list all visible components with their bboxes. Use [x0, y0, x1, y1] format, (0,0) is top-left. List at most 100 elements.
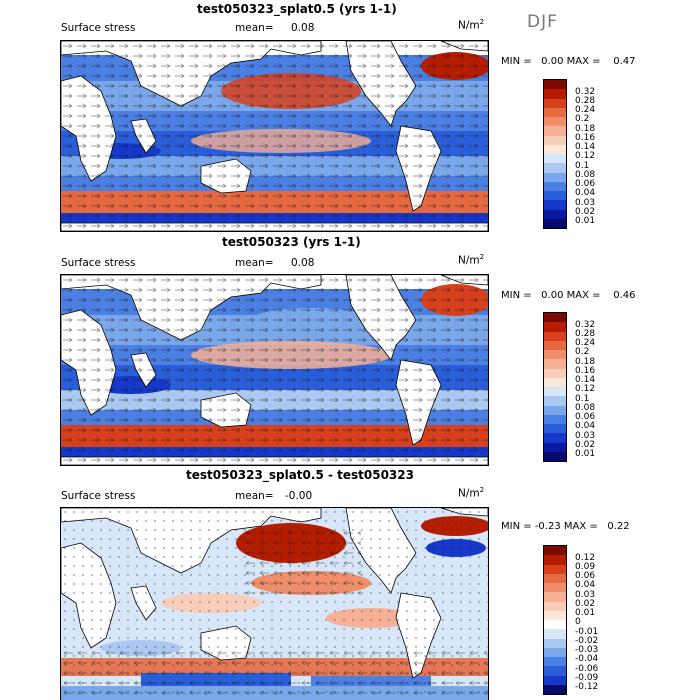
panel-1-map [60, 40, 489, 232]
colorbar-level-label: 0.14 [575, 375, 596, 386]
panel-2-map [60, 274, 489, 466]
colorbar-swatch [544, 172, 566, 182]
colorbar-swatch [544, 218, 566, 228]
panel-3-units: N/m2 [458, 486, 485, 500]
colorbar-level-label: 0.03 [575, 197, 596, 208]
colorbar-level-label: 0.1 [575, 393, 590, 404]
colorbar-swatch [544, 331, 566, 341]
colorbar-swatch [544, 135, 566, 145]
panel-1-colorbar-labels: 0.32 0.28 0.24 0.2 0.18 0.16 0.14 0.12 0.1 0.08 0.… [575, 82, 615, 232]
colorbar-swatch [544, 573, 566, 583]
colorbar-swatch [544, 675, 566, 685]
colorbar-swatch [544, 126, 566, 136]
colorbar-swatch [544, 154, 566, 164]
panel-3-minmax: MIN = -0.23 MAX = 0.22 [501, 521, 630, 532]
colorbar-swatch [544, 583, 566, 593]
season-label: DJF [527, 12, 558, 32]
colorbar-level-label: 0.32 [575, 86, 596, 97]
colorbar-level-label: 0.12 [575, 552, 596, 563]
colorbar-level-label: 0.1 [575, 160, 590, 171]
colorbar-level-label: 0.32 [575, 319, 596, 330]
colorbar-swatch [544, 117, 566, 127]
panel-2-colorbar-labels: 0.32 0.28 0.24 0.2 0.18 0.16 0.14 0.12 0.1 0.08 0.… [575, 315, 615, 465]
colorbar-swatch [544, 181, 566, 191]
panel-1-mean-value: 0.08 [291, 22, 315, 34]
colorbar-level-label: 0.14 [575, 142, 596, 153]
colorbar-level-label: 0.24 [575, 105, 596, 116]
colorbar-swatch [544, 396, 566, 406]
colorbar-swatch [544, 610, 566, 620]
colorbar-swatch [544, 442, 566, 452]
colorbar-level-label: 0.03 [575, 589, 596, 600]
colorbar-swatch [544, 414, 566, 424]
colorbar-level-label: 0.2 [575, 347, 590, 358]
colorbar-level-label: 0 [575, 617, 581, 628]
colorbar-swatch [544, 657, 566, 667]
colorbar-level-label: 0.03 [575, 430, 596, 441]
colorbar-level-label: 0.12 [575, 151, 596, 162]
colorbar-swatch [544, 80, 566, 90]
colorbar-level-label: 0.04 [575, 580, 596, 591]
colorbar-swatch [544, 200, 566, 210]
colorbar-swatch [544, 89, 566, 99]
colorbar-swatch [544, 377, 566, 387]
colorbar-swatch [544, 601, 566, 611]
colorbar-level-label: 0.09 [575, 561, 596, 572]
colorbar-level-label: -0.01 [575, 626, 599, 637]
panel-3-title: test050323_splat0.5 - test050323 [186, 468, 414, 482]
colorbar-level-label: 0.12 [575, 384, 596, 395]
colorbar-level-label: 0.18 [575, 123, 596, 134]
colorbar-swatch [544, 546, 566, 556]
colorbar-level-label: 0.08 [575, 169, 596, 180]
panel-2-title: test050323 (yrs 1-1) [222, 235, 361, 249]
colorbar-level-label: -0.06 [575, 663, 599, 674]
panel-3-mean-value: -0.00 [285, 490, 313, 502]
panel-1-colorbar [543, 79, 567, 229]
panel-1-minmax: MIN = 0.00 MAX = 0.47 [501, 56, 636, 67]
colorbar-level-label: 0.28 [575, 95, 596, 106]
colorbar-level-label: -0.03 [575, 645, 599, 656]
colorbar-swatch [544, 191, 566, 201]
colorbar-swatch [544, 620, 566, 630]
colorbar-swatch [544, 98, 566, 108]
colorbar-level-label: 0.06 [575, 571, 596, 582]
panel-2-mean-label: mean= [235, 257, 274, 269]
colorbar-swatch [544, 424, 566, 434]
colorbar-level-label: 0.2 [575, 114, 590, 125]
panel-1-variable: Surface stress [61, 22, 136, 34]
colorbar-level-label: 0.02 [575, 439, 596, 450]
colorbar-level-label: 0.01 [575, 449, 596, 460]
colorbar-swatch [544, 592, 566, 602]
panel-2-map-svg [61, 275, 488, 465]
colorbar-swatch [544, 666, 566, 676]
colorbar-swatch [544, 433, 566, 443]
colorbar-level-label: 0.04 [575, 421, 596, 432]
panel-3-map-svg [61, 508, 488, 700]
colorbar-swatch [544, 564, 566, 574]
panel-2-mean-value: 0.08 [291, 257, 315, 269]
colorbar-swatch [544, 359, 566, 369]
colorbar-level-label: 0.08 [575, 402, 596, 413]
colorbar-level-label: -0.09 [575, 672, 599, 683]
colorbar-level-label: -0.02 [575, 635, 599, 646]
colorbar-swatch [544, 209, 566, 219]
colorbar-level-label: 0.16 [575, 132, 596, 143]
panel-2-units: N/m2 [458, 253, 485, 267]
colorbar-level-label: 0.04 [575, 188, 596, 199]
colorbar-swatch [544, 322, 566, 332]
panel-3-colorbar [543, 545, 567, 695]
panel-3-mean-label: mean= [235, 490, 274, 502]
colorbar-level-label: -0.12 [575, 682, 599, 693]
colorbar-swatch [544, 313, 566, 323]
colorbar-swatch [544, 451, 566, 461]
panel-2-minmax: MIN = 0.00 MAX = 0.46 [501, 290, 636, 301]
colorbar-level-label: 0.02 [575, 598, 596, 609]
colorbar-swatch [544, 684, 566, 694]
panel-3-colorbar-labels: 0.12 0.09 0.06 0.04 0.03 0.02 0.01 0 -0.01 -0.02-… [575, 548, 615, 698]
colorbar-swatch [544, 638, 566, 648]
colorbar-swatch [544, 144, 566, 154]
panel-1-title: test050323_splat0.5 (yrs 1-1) [197, 2, 397, 16]
panel-3-map [60, 507, 489, 700]
colorbar-swatch [544, 629, 566, 639]
colorbar-level-label: 0.06 [575, 179, 596, 190]
